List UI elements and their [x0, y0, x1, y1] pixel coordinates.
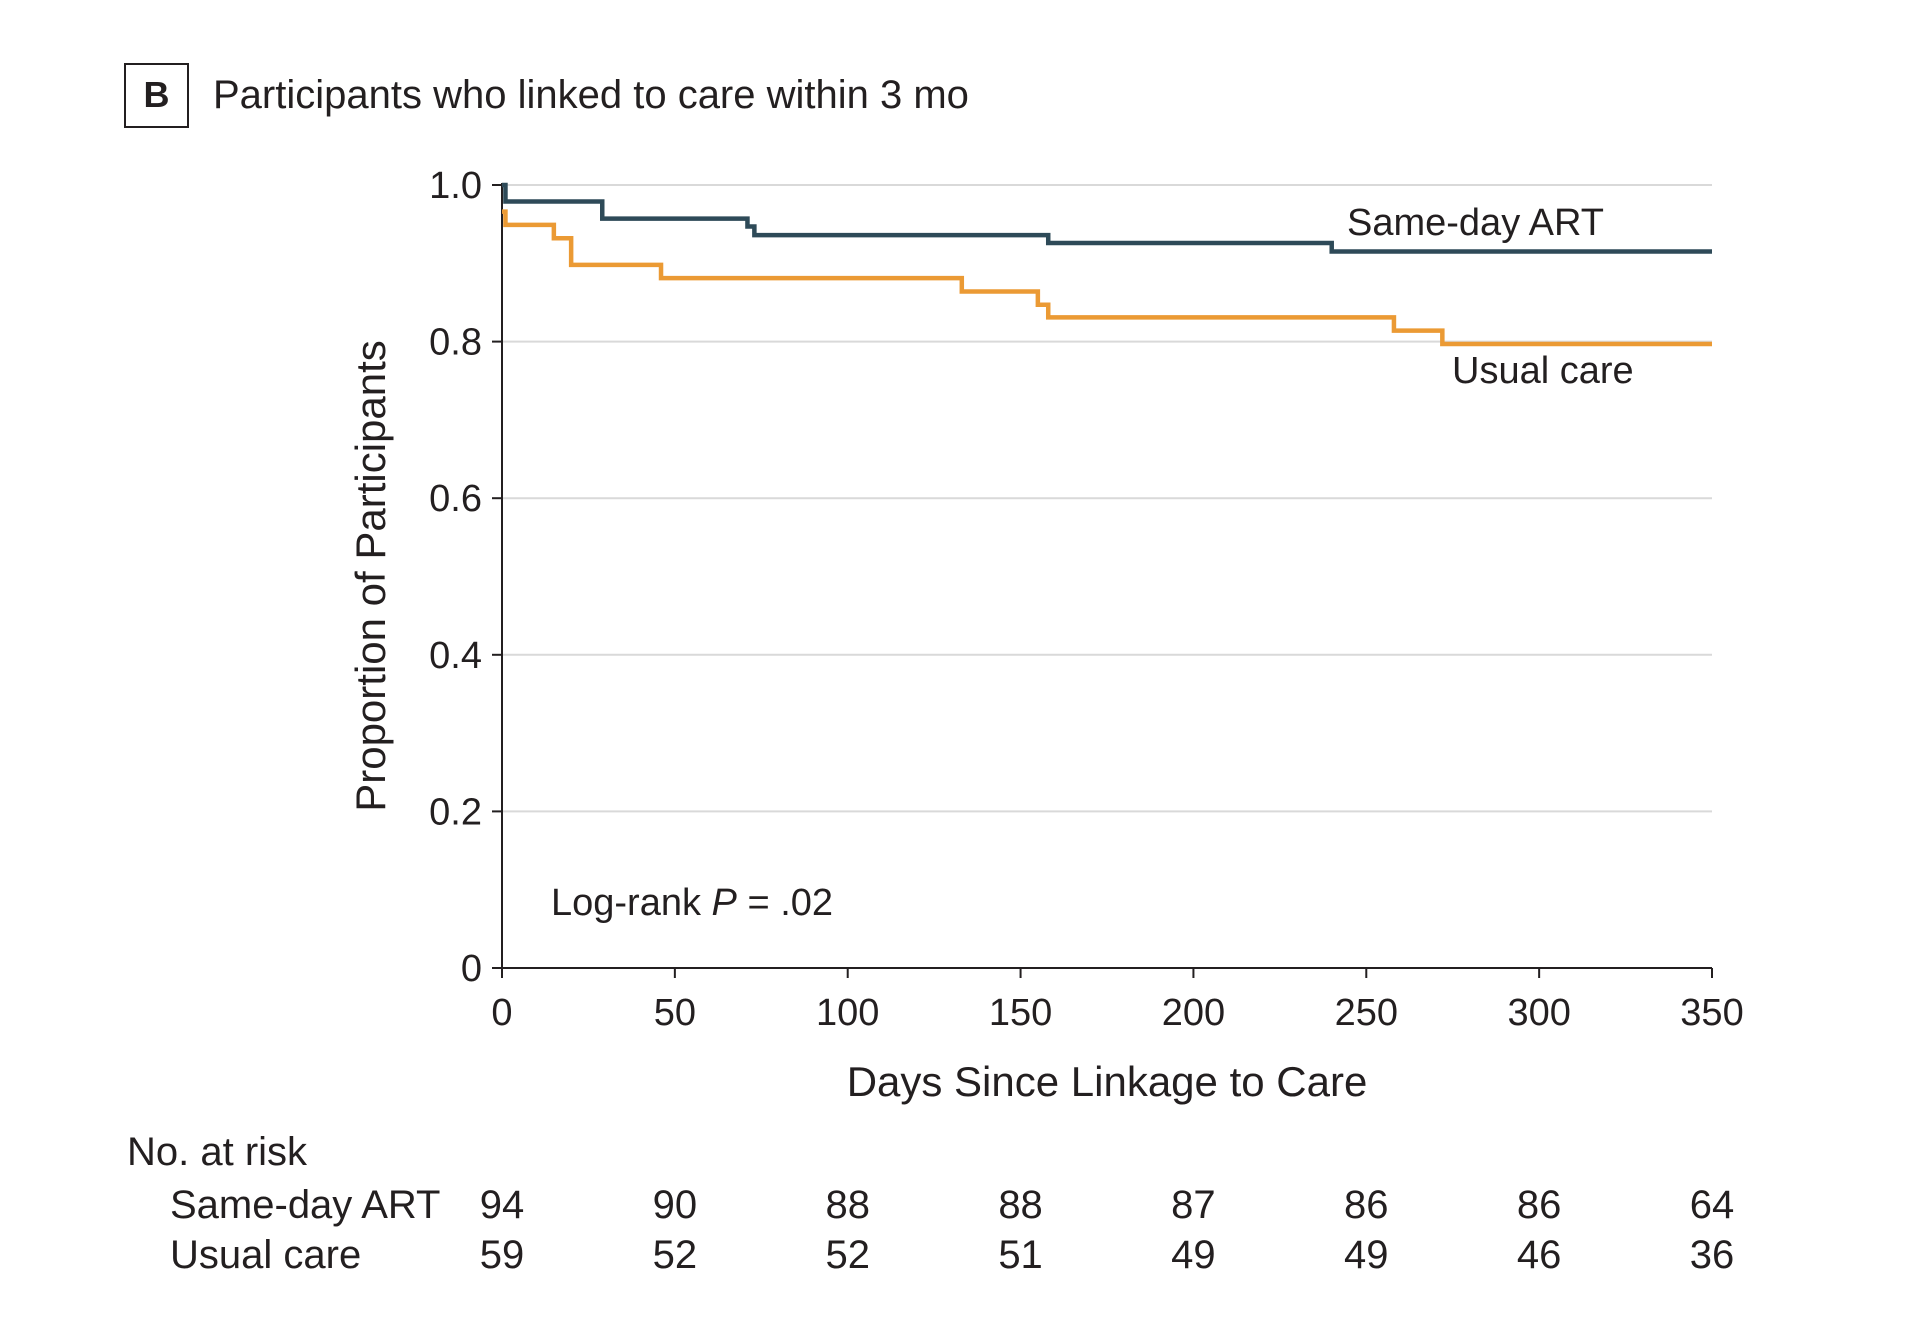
gridlines [502, 184, 1712, 813]
risk-count: 52 [653, 1233, 698, 1277]
y-tick-label: 0.4 [429, 635, 482, 677]
log-rank-prefix: Log-rank [551, 882, 712, 924]
x-tick-label: 50 [654, 992, 696, 1034]
axes: 0 0.2 0.4 0.6 0.8 1.0 0 50 100 150 200 250 300 350 [429, 165, 1744, 1034]
risk-row-label: Same-day ART [170, 1183, 441, 1227]
series-line-same-day-art [502, 182, 1712, 254]
survival-curves [502, 182, 1712, 347]
risk-count: 88 [825, 1183, 870, 1227]
risk-count: 86 [1517, 1183, 1562, 1227]
risk-count: 94 [480, 1183, 525, 1227]
x-tick-label: 250 [1335, 992, 1398, 1034]
y-tick-label: 0.8 [429, 322, 482, 364]
risk-count: 36 [1690, 1233, 1735, 1277]
risk-table-title: No. at risk [127, 1130, 308, 1174]
series-label-usual-care: Usual care [1452, 350, 1634, 392]
log-rank-p: P [712, 882, 738, 924]
y-tick-label: 1.0 [429, 165, 482, 207]
risk-count: 87 [1171, 1183, 1216, 1227]
panel-letter: B [144, 74, 170, 115]
x-tick-label: 150 [989, 992, 1052, 1034]
risk-count: 86 [1344, 1183, 1389, 1227]
y-tick-label: 0 [461, 948, 482, 990]
x-axis-label: Days Since Linkage to Care [847, 1058, 1368, 1105]
risk-row-label: Usual care [170, 1233, 361, 1277]
y-tick-label: 0.2 [429, 791, 482, 833]
x-tick-label: 300 [1507, 992, 1570, 1034]
risk-count: 49 [1171, 1233, 1216, 1277]
series-line-usual-care [502, 209, 1712, 347]
risk-count: 49 [1344, 1233, 1389, 1277]
risk-count: 88 [998, 1183, 1043, 1227]
x-tick-label: 350 [1680, 992, 1743, 1034]
y-axis-label: Proportion of Participants [347, 340, 394, 812]
risk-count: 51 [998, 1233, 1043, 1277]
x-tick-label: 200 [1162, 992, 1225, 1034]
risk-count: 90 [653, 1183, 698, 1227]
risk-count: 59 [480, 1233, 525, 1277]
series-label-same-day-art: Same-day ART [1347, 202, 1604, 244]
log-rank-value: = .02 [737, 882, 833, 924]
x-tick-label: 0 [491, 992, 512, 1034]
risk-count: 64 [1690, 1183, 1735, 1227]
x-tick-label: 100 [816, 992, 879, 1034]
panel-letter-box [124, 63, 189, 128]
panel-header: B Participants who linked to care within… [124, 63, 969, 128]
risk-table: No. at risk Same-day ART 94 90 88 88 87 86 86 64… [127, 1130, 1734, 1277]
risk-count: 46 [1517, 1233, 1562, 1277]
risk-count: 52 [825, 1233, 870, 1277]
panel-title: Participants who linked to care within 3… [213, 73, 969, 117]
log-rank-annotation: Log-rank P = .02 [551, 882, 833, 924]
y-tick-label: 0.6 [429, 478, 482, 520]
